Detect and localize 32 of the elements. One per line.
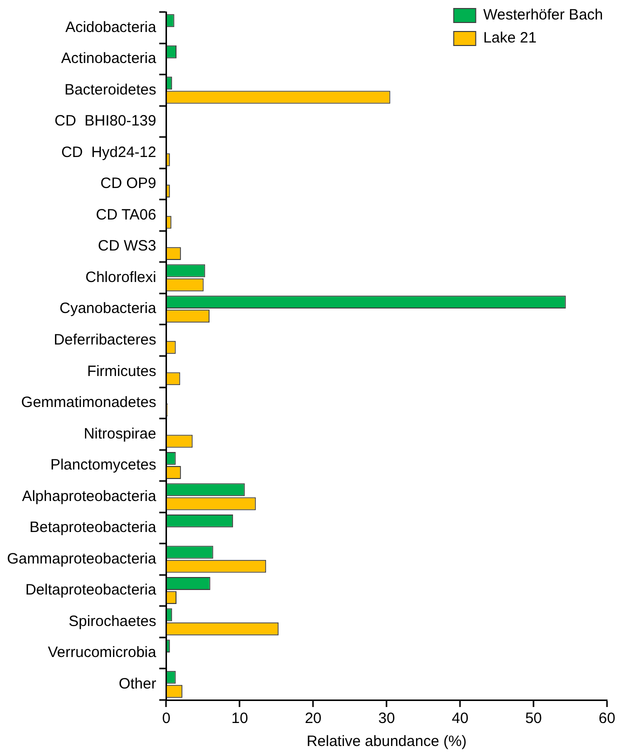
y-tick-label: Spirochaetes — [68, 612, 156, 630]
y-tick-label: Nitrospirae — [84, 425, 156, 442]
x-tick-label: 40 — [452, 710, 468, 728]
y-tick-label: Acidobacteria — [65, 18, 157, 36]
y-tick-label: Gammaproteobacteria — [6, 550, 157, 568]
x-tick-label: 20 — [304, 710, 322, 728]
x-tick-label: 30 — [378, 710, 395, 728]
y-tick-label: Deltaproteobacteria — [25, 582, 157, 599]
y-tick-label: Other — [118, 676, 156, 693]
y-tick-label: CD BHI80-139 — [54, 112, 156, 130]
y-tick-label: Deferribacteres — [54, 332, 156, 349]
legend-label: Westerhöfer Bach — [483, 6, 603, 24]
legend-label: Lake 21 — [483, 30, 537, 47]
y-tick-label: Actinobacteria — [61, 50, 157, 68]
y-tick-label: Firmicutes — [87, 362, 156, 380]
y-tick-label: CD TA06 — [96, 206, 156, 224]
y-tick-label: Chloroflexi — [85, 268, 156, 286]
y-tick-label: CD WS3 — [98, 238, 156, 255]
y-tick-label: Bacteroidetes — [64, 81, 156, 98]
y-tick-label: Verrucomicrobia — [48, 644, 157, 662]
y-tick-label: Gemmatimonadetes — [21, 394, 156, 412]
y-tick-label: Alphaproteobacteria — [22, 488, 157, 505]
x-tick-label: 10 — [231, 710, 248, 728]
x-tick-label: 60 — [598, 710, 616, 728]
y-tick-label: CD OP9 — [100, 175, 156, 192]
x-tick-label: 0 — [162, 710, 170, 728]
y-tick-label: Planctomycetes — [50, 456, 156, 474]
y-tick-label: Betaproteobacteria — [29, 519, 157, 536]
y-tick-label: Cyanobacteria — [60, 300, 157, 318]
y-tick-label: CD Hyd24-12 — [61, 144, 156, 161]
x-axis-title: Relative abundance (%) — [306, 733, 467, 750]
x-tick-label: 50 — [525, 710, 542, 728]
